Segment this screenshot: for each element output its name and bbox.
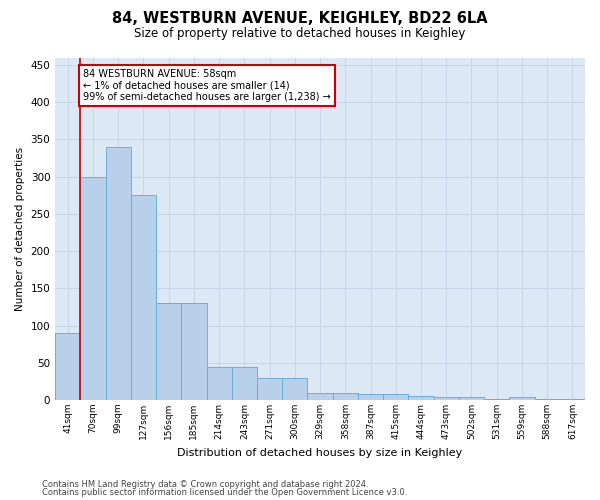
- X-axis label: Distribution of detached houses by size in Keighley: Distribution of detached houses by size …: [178, 448, 463, 458]
- Bar: [358, 394, 383, 400]
- Text: Contains public sector information licensed under the Open Government Licence v3: Contains public sector information licen…: [42, 488, 407, 497]
- Bar: [459, 397, 484, 400]
- Bar: [257, 378, 282, 400]
- Bar: [560, 398, 585, 400]
- Bar: [206, 366, 232, 400]
- Bar: [181, 303, 206, 400]
- Bar: [156, 303, 181, 400]
- Bar: [307, 392, 332, 400]
- Bar: [282, 378, 307, 400]
- Bar: [409, 396, 434, 400]
- Bar: [106, 147, 131, 400]
- Text: Size of property relative to detached houses in Keighley: Size of property relative to detached ho…: [134, 27, 466, 40]
- Bar: [535, 398, 560, 400]
- Bar: [434, 397, 459, 400]
- Y-axis label: Number of detached properties: Number of detached properties: [15, 146, 25, 311]
- Bar: [55, 333, 80, 400]
- Text: Contains HM Land Registry data © Crown copyright and database right 2024.: Contains HM Land Registry data © Crown c…: [42, 480, 368, 489]
- Bar: [131, 196, 156, 400]
- Bar: [332, 392, 358, 400]
- Bar: [232, 366, 257, 400]
- Bar: [80, 176, 106, 400]
- Text: 84, WESTBURN AVENUE, KEIGHLEY, BD22 6LA: 84, WESTBURN AVENUE, KEIGHLEY, BD22 6LA: [112, 11, 488, 26]
- Text: 84 WESTBURN AVENUE: 58sqm
← 1% of detached houses are smaller (14)
99% of semi-d: 84 WESTBURN AVENUE: 58sqm ← 1% of detach…: [83, 68, 331, 102]
- Bar: [383, 394, 409, 400]
- Bar: [509, 397, 535, 400]
- Bar: [484, 398, 509, 400]
